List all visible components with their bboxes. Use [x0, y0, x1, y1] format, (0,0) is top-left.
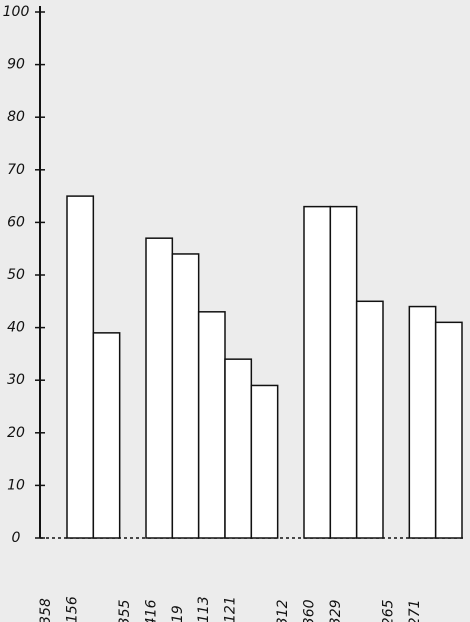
- x-tick-label: L329: [328, 599, 344, 622]
- x-tick-label: L360: [302, 599, 318, 622]
- bar: [303, 205, 332, 539]
- y-tick-label: 40: [7, 320, 25, 336]
- bar: [197, 311, 226, 539]
- x-tick-label: Q113: [196, 596, 212, 622]
- y-tick-label: 100: [3, 4, 30, 20]
- y-tick-label: 80: [7, 109, 25, 125]
- y-tick-label: 70: [7, 162, 25, 178]
- bar: [434, 321, 463, 539]
- bar: [92, 332, 121, 539]
- y-tick-label: 90: [7, 57, 25, 73]
- x-tick-label: Q19: [170, 605, 186, 622]
- bar: [224, 358, 253, 539]
- bar: [145, 237, 174, 539]
- bar: [408, 305, 437, 539]
- x-tick-label: L416: [144, 599, 160, 622]
- bar: [66, 195, 95, 539]
- x-tick-label: L271: [407, 599, 423, 622]
- bar: [171, 253, 200, 539]
- x-tick-label: L265: [381, 599, 397, 622]
- x-tick-label: Q121: [223, 596, 239, 622]
- bar: [250, 384, 279, 539]
- x-tick-label: L312: [275, 599, 291, 622]
- x-tick-label: K358: [38, 598, 54, 622]
- x-tick-label: Q156: [65, 596, 81, 622]
- y-tick-label: 50: [7, 267, 25, 283]
- y-tick-label: 60: [7, 214, 25, 230]
- y-tick-label: 10: [7, 477, 25, 493]
- bar: [355, 300, 384, 539]
- y-tick-label: 30: [7, 372, 25, 388]
- y-tick-label: 20: [7, 425, 25, 441]
- x-tick-label: L355: [117, 599, 133, 622]
- y-tick-label: 0: [12, 530, 21, 546]
- bar: [329, 205, 358, 539]
